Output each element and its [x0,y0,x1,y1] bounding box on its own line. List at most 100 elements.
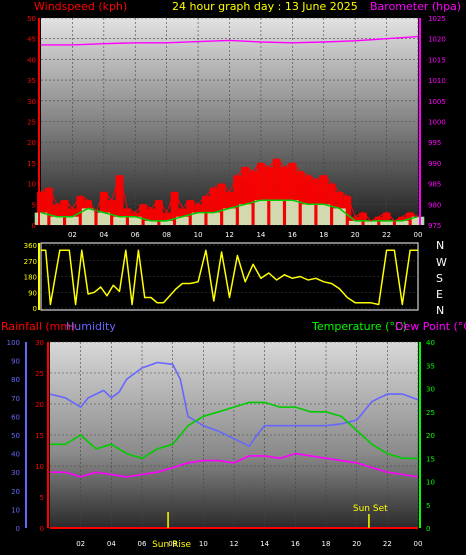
wind-x-tick-label: 10 [194,231,203,239]
wind-average-bar [254,200,268,225]
humidity-y-tick-label: 80 [11,376,20,384]
wind-direction-line [41,249,418,306]
wind-gust-line [40,158,419,222]
wind-gust-bar [256,162,265,225]
wind-average-bar [333,208,346,225]
chart-title: 24 hour graph day : 13 June 2025 [172,0,358,13]
wind-y-tick-label: 0 [32,222,36,230]
wind-gust-bar [343,196,352,225]
wind-gust-bar [147,208,155,225]
wind-y-tick-label: 30 [27,98,36,106]
wind-x-tick-label: 06 [131,231,140,239]
wind-x-tick-label: 14 [256,231,265,239]
wind-average-bar [317,204,331,225]
wind-x-tick-label: 12 [225,231,234,239]
direction-panel-series [41,249,418,306]
humidity-y-tick-label: 10 [11,506,20,514]
direction-label-n-top: N [436,239,444,252]
barometer-y-tick-label: 1000 [428,119,446,127]
direction-label-w: W [436,256,447,269]
wind-gust-bar [115,175,124,225]
humidity-y-tick-label: 60 [11,413,20,421]
wind-gust-bar [139,204,148,225]
wind-y-tick-label: 15 [27,160,36,168]
direction-y-tick-label: 360 [24,242,37,250]
wind-average-bar [223,208,236,225]
humidity-y-tick-label: 70 [11,395,20,403]
wind-average-bar [411,216,425,225]
temp-x-tick-label: 22 [383,540,392,548]
wind-x-tick-label: 04 [99,231,108,239]
rain-y-tick-label: 25 [35,370,44,378]
barometer-y-tick-label: 995 [428,139,441,147]
temp-x-tick-label: 04 [107,540,116,548]
temp-x-tick-label: 10 [199,540,208,548]
wind-gust-bar [264,167,273,225]
wind-average-bar [34,212,48,225]
direction-label-s: S [436,272,443,285]
direction-y-tick-label: 180 [24,274,37,282]
wind-x-tick-label: 02 [68,231,77,239]
barometer-y-tick-label: 1015 [428,56,446,64]
wind-average-bar [144,220,158,225]
temperature-axis-label: Temperature (°C) [311,320,407,333]
wind-gust-bar [162,212,171,225]
wind-gust-bar [288,162,297,225]
wind-x-tick-label: 08 [162,231,171,239]
temp-x-tick-label: 16 [291,540,300,548]
temp-x-tick-label: 20 [352,540,361,548]
barometer-y-tick-label: 1005 [428,98,446,106]
temperature-y-tick-label: 20 [426,432,435,440]
wind-gust-bar [170,191,179,225]
rain-y-tick-label: 0 [40,525,44,533]
direction-y-tick-label: 90 [28,289,37,297]
barometer-y-tick-label: 985 [428,181,441,189]
wind-gust-bar [359,212,367,225]
temperature-panel-axes: 0510152025300102030405060708090100051015… [7,339,435,548]
sunrise-label: Sun Rise [152,540,191,550]
wind-axis-label: Windspeed (kph) [34,0,127,13]
rain-y-tick-label: 10 [35,463,44,471]
humidity-y-tick-label: 100 [7,339,20,347]
wind-gust-bar [37,191,45,225]
wind-average-bar [128,216,142,225]
wind-x-tick-label: 22 [382,231,391,239]
wind-average-bar [238,204,252,225]
temp-x-tick-label: 02 [76,540,85,548]
wind-x-tick-label: 20 [351,231,360,239]
wind-gust-bar [382,212,391,225]
wind-x-tick-label: 16 [288,231,297,239]
wind-average-bar [207,212,221,225]
barometer-line [41,35,419,46]
wind-gust-bar [390,220,399,225]
temperature-y-tick-label: 30 [426,386,435,394]
temperature-y-tick-label: 0 [426,525,430,533]
barometer-y-tick-label: 990 [428,160,441,168]
temp-x-tick-label: 08 [168,540,177,548]
wind-gust-bar [304,175,312,225]
humidity-y-tick-label: 90 [11,358,20,366]
wind-average-bar [191,212,205,225]
temp-x-tick-label: 14 [260,540,269,548]
humidity-line [49,361,419,448]
wind-y-tick-label: 25 [27,119,36,127]
direction-y-tick-label: 270 [24,258,37,266]
wind-gust-bar [241,167,250,225]
wind-y-tick-label: 5 [32,201,36,209]
wind-average-bar [176,216,189,225]
rainfall-axis-label: Rainfall (mm) [1,320,75,333]
direction-label-e: E [436,288,443,301]
barometer-y-tick-label: 1025 [428,15,446,23]
humidity-y-tick-label: 0 [16,525,20,533]
temp-x-tick-label: 18 [322,540,331,548]
wind-average-line [40,199,419,222]
temp-x-tick-label: 12 [230,540,239,548]
wind-gust-bar [52,204,61,225]
humidity-axis-label: Humidity [66,320,116,333]
wind-average-bar [380,220,393,225]
wind-x-tick-label: 00 [414,231,423,239]
barometer-axis-label: Barometer (hpa) [370,0,461,13]
barometer-y-tick-label: 975 [428,222,441,230]
wind-gust-bar [107,200,116,225]
